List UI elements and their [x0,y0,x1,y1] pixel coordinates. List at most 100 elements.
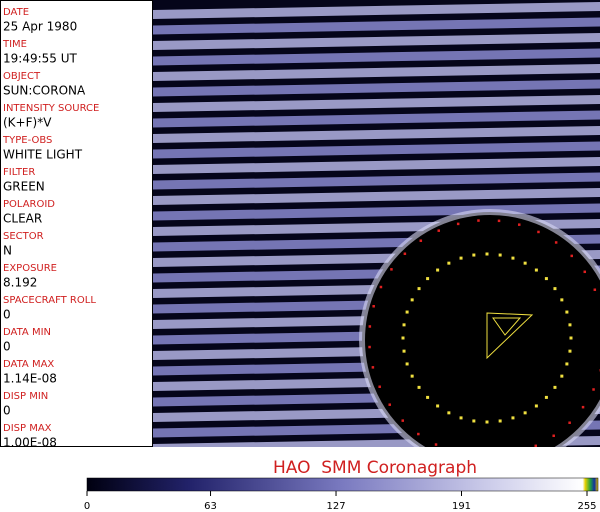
grid-dot [568,349,572,353]
colorbar-tick-label: 0 [84,501,90,512]
grid-dot [560,298,564,302]
field-value: 19:49:55 UT [3,52,77,66]
grid-dot [534,444,538,447]
field-value: SUN:CORONA [3,84,86,98]
grid-dot [565,310,569,314]
grid-dot [495,455,498,458]
stripe [153,172,600,190]
grid-dot [436,268,440,272]
stripe [153,2,600,19]
grid-dot [434,443,438,446]
field-value: 8.192 [3,276,37,290]
grid-dot [537,230,540,234]
field-label: DISP MAX [3,423,52,434]
stripe [153,126,600,143]
grid-dot [565,362,569,366]
stripe [153,48,600,66]
coronagraph-image [153,2,600,458]
grid-dot [426,277,430,281]
grid-dot [569,336,573,340]
grid-dot [544,395,548,399]
field-value: 1.00E-08 [3,436,57,450]
field-label: SPACECRAFT ROLL [3,295,96,306]
grid-dot [554,241,558,244]
metadata-list: DATE 25 Apr 1980 TIME 19:49:55 UT OBJECT SUN:… [2,7,99,450]
grid-dot [402,349,406,353]
grid-dot [583,270,587,274]
grid-dot [401,336,405,340]
occulter-rim [359,209,600,447]
field-value: 0 [3,404,11,418]
field-value: GREEN [3,180,45,194]
grid-dot [517,223,521,226]
grid-dot [426,395,430,399]
grid-dot [498,253,502,257]
grid-dot [378,385,381,389]
field-label: OBJECT [3,71,41,82]
field-value: CLEAR [3,212,42,226]
grid-dot [511,416,515,420]
grid-dot [570,254,573,258]
image-title: HAO SMM Coronagraph [273,458,477,478]
grid-dot [379,285,383,289]
grid-dot [485,252,489,256]
colorbar-tick-label: 255 [577,501,596,512]
grid-dot [523,261,527,265]
field-label: POLAROID [3,199,55,210]
field-value: N [3,244,12,258]
grid-dot [371,366,375,369]
grid-dot [417,432,420,436]
stripe [153,95,600,112]
grid-dot [368,345,371,349]
grid-dot [368,325,372,328]
stripe [153,157,600,174]
info-panel [0,0,153,447]
grid-dot [498,419,502,423]
grid-dot [390,268,393,271]
grid-dot [560,374,564,378]
grid-dot [474,454,477,457]
grid-dot [459,416,463,420]
grid-dot [447,261,451,265]
field-value: 1.14E-08 [3,372,57,386]
stripe [153,188,600,205]
field-label: TYPE-OBS [2,135,52,146]
grid-dot [403,252,407,256]
grid-dot [410,298,414,302]
field-label: TIME [2,39,27,50]
marker [486,312,534,360]
grid-dot [447,411,451,415]
grid-dot [472,253,476,257]
grid-dot [515,451,518,454]
grid-dot [523,411,527,415]
occulter [362,212,600,447]
field-label: INTENSITY SOURCE [3,103,99,114]
grid-dot [388,403,391,406]
colorbar [86,477,599,492]
colorbar-ticks: 0 63 127 191 255 [84,491,597,512]
grid-dot [410,374,414,378]
grid-dot [459,256,463,260]
grid-dot [511,256,515,260]
grid-dot [402,323,406,327]
stripe [153,33,600,50]
stripe [153,110,600,128]
grid-dot [553,287,557,291]
colorbar-tick-label: 127 [326,501,345,512]
field-label: FILTER [3,167,35,178]
grid-dot [485,420,489,424]
grid-dot [401,419,405,422]
grid-dot [552,434,555,438]
grid-dot [405,362,409,366]
grid-dot [568,421,571,424]
grid-dot [456,222,460,226]
grid-dot [593,288,597,291]
field-value: 0 [3,340,11,354]
grid-dot [534,268,538,272]
grid-dot [534,404,538,408]
stripe [153,79,600,97]
stripe [153,64,600,81]
grid-dot [581,405,585,409]
